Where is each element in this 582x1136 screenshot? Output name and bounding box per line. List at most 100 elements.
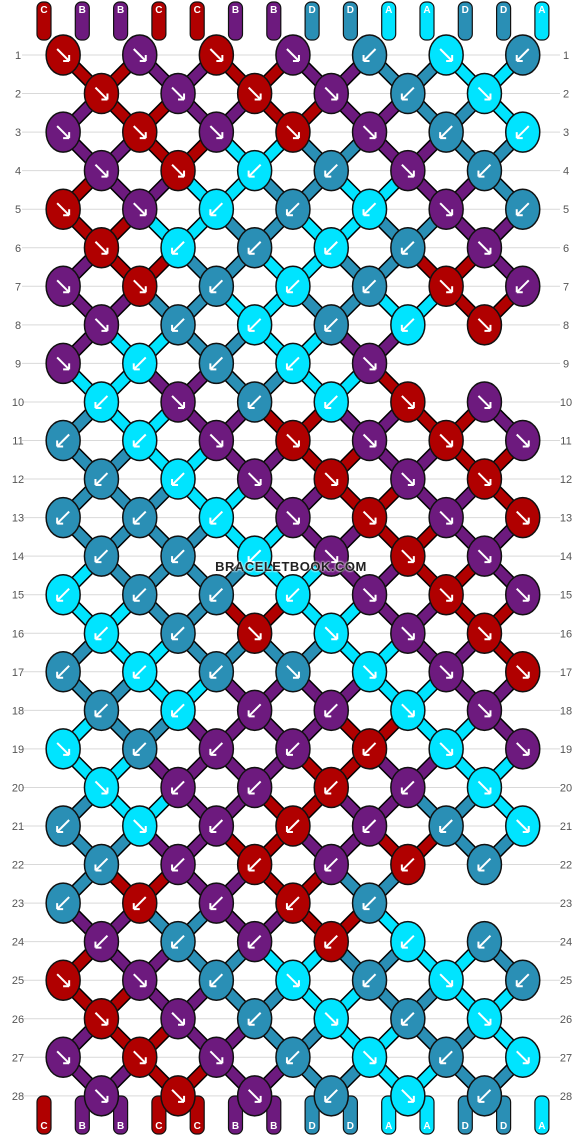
top-strand-label: C [155, 5, 162, 16]
arrow-down-right-icon [133, 279, 147, 294]
knot [160, 72, 196, 115]
arrow-down-right-icon [401, 472, 415, 487]
knot [160, 535, 196, 577]
arrow-down-left-icon [247, 241, 262, 255]
knot [313, 381, 349, 423]
knot [236, 304, 273, 346]
knot [122, 728, 158, 770]
arrow-down-right-icon [56, 125, 71, 140]
top-strand-label: B [270, 5, 277, 16]
knot [198, 728, 235, 770]
knot [122, 342, 158, 385]
knot [236, 227, 273, 269]
arrow-down-right-icon [209, 1050, 224, 1065]
arrow-down-left-icon [247, 780, 262, 795]
knot [122, 188, 158, 230]
knot [505, 959, 541, 1001]
knot [275, 1036, 311, 1079]
arrow-down-right-icon [324, 86, 339, 101]
arrow-down-left-icon [171, 549, 185, 564]
knot [198, 573, 235, 616]
knot [122, 419, 158, 462]
arrow-down-right-icon [133, 973, 147, 988]
knot [428, 959, 464, 1001]
knot [505, 496, 541, 539]
arrow-down-left-icon [209, 279, 224, 294]
knot [160, 1075, 196, 1117]
arrow-down-left-icon [400, 241, 415, 255]
knot [160, 766, 196, 809]
knot [160, 920, 196, 963]
knot [313, 304, 349, 346]
top-strand-label: B [117, 5, 124, 16]
arrow-down-right-icon [439, 510, 454, 525]
row-number-right: 22 [560, 860, 572, 872]
knot [466, 766, 503, 809]
knot [275, 342, 311, 385]
knot [466, 72, 503, 115]
row-number-right: 24 [560, 937, 572, 949]
row-number-left: 21 [12, 821, 24, 833]
knot [428, 496, 464, 539]
top-strand [381, 1, 397, 41]
arrow-down-right-icon [247, 472, 262, 487]
knot [351, 573, 388, 616]
knot [83, 72, 120, 115]
knot [313, 227, 349, 269]
arrow-down-right-icon [439, 665, 454, 679]
row-number-left: 9 [15, 358, 21, 370]
top-strand-label: C [194, 5, 201, 16]
knot [466, 381, 503, 423]
arrow-down-right-icon [362, 510, 377, 525]
knot [313, 689, 349, 732]
knot [83, 920, 120, 963]
knot [45, 1036, 81, 1079]
arrow-down-right-icon [94, 86, 109, 101]
row-number-right: 3 [563, 127, 569, 139]
knot [45, 882, 81, 924]
arrow-down-right-icon [171, 1089, 186, 1103]
arrow-down-left-icon [285, 356, 300, 371]
knot [390, 612, 426, 654]
bottom-strand-label: A [423, 1121, 430, 1132]
arrow-down-left-icon [171, 857, 185, 872]
arrow-down-right-icon [209, 48, 224, 62]
arrow-down-right-icon [133, 125, 147, 140]
arrow-down-left-icon [171, 318, 185, 332]
bottom-strand [534, 1095, 550, 1135]
arrow-down-left-icon [94, 934, 109, 949]
knot [505, 111, 541, 153]
knot [160, 998, 196, 1040]
knot [466, 689, 503, 732]
arrow-down-right-icon [362, 125, 377, 140]
knot [236, 612, 273, 654]
row-number-left: 24 [12, 937, 24, 949]
row-number-right: 13 [560, 513, 572, 525]
knot [466, 535, 503, 577]
knot [390, 689, 426, 732]
arrow-down-left-icon [209, 587, 224, 602]
arrow-down-right-icon [477, 86, 492, 101]
arrow-down-right-icon [362, 1050, 377, 1065]
knot [198, 959, 235, 1001]
top-strand-label: B [79, 5, 86, 16]
arrow-down-right-icon [401, 549, 415, 564]
arrow-down-right-icon [439, 202, 454, 217]
arrow-down-right-icon [477, 1012, 492, 1026]
knot [351, 265, 388, 308]
arrow-down-right-icon [247, 626, 262, 641]
arrow-down-left-icon [171, 626, 185, 641]
knot [428, 265, 464, 308]
arrow-down-right-icon [94, 163, 109, 178]
arrow-down-left-icon [477, 934, 492, 949]
row-number-right: 27 [560, 1052, 572, 1064]
top-strand [266, 1, 282, 41]
arrow-down-left-icon [247, 934, 262, 949]
arrow-down-left-icon [477, 1089, 492, 1103]
arrow-down-left-icon [132, 665, 147, 679]
knot [313, 1075, 349, 1117]
knot [198, 188, 235, 230]
knot [198, 1036, 235, 1079]
bottom-strand [36, 1095, 52, 1135]
arrow-down-left-icon [171, 934, 185, 949]
